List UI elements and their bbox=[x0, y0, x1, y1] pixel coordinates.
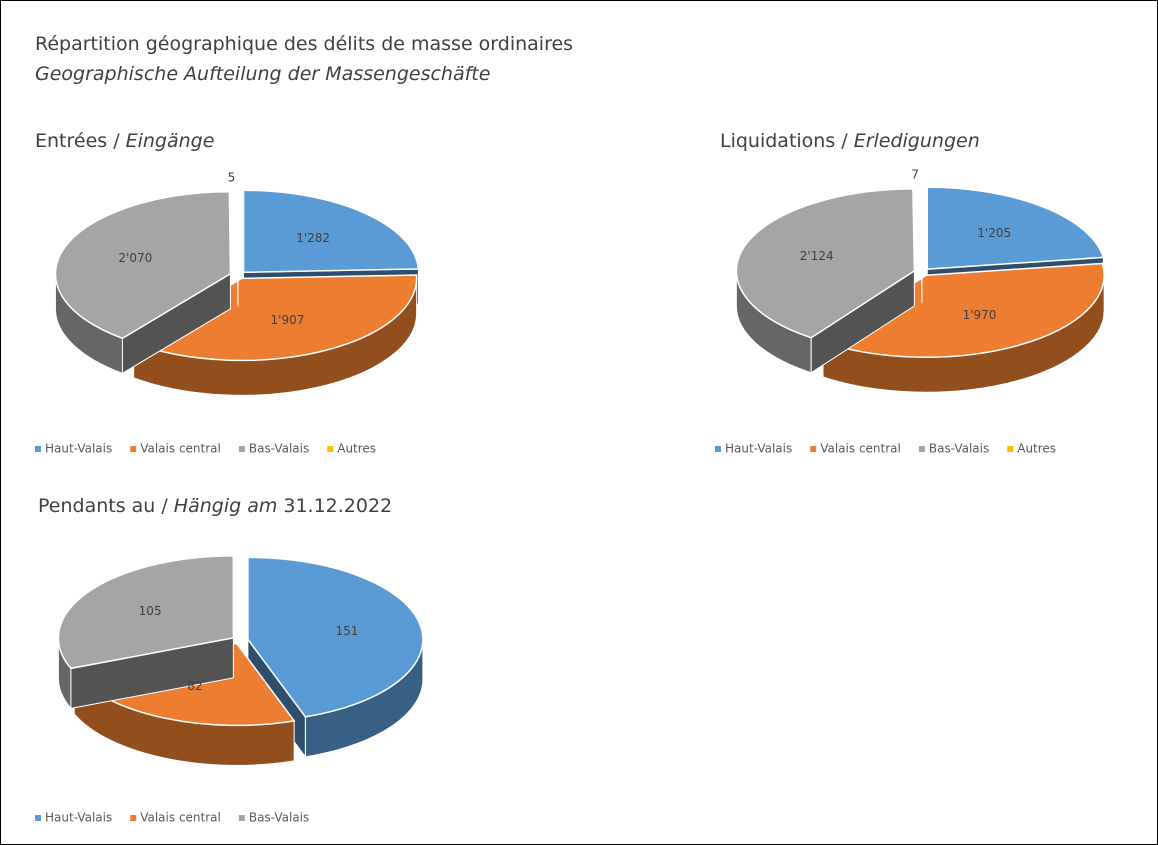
chart-title-part: 31.12.2022 bbox=[283, 495, 392, 517]
legend-label: Haut-Valais bbox=[45, 811, 112, 825]
pie-slice bbox=[821, 262, 1105, 393]
pie-slice bbox=[54, 191, 232, 375]
slice-top bbox=[57, 555, 235, 670]
legend-swatch bbox=[810, 446, 817, 452]
legend-label: Autres bbox=[337, 442, 376, 456]
data-label: 1'282 bbox=[296, 231, 330, 245]
legend-label: Valais central bbox=[140, 442, 221, 456]
legend-swatch bbox=[130, 446, 137, 452]
data-label: 151 bbox=[336, 624, 359, 638]
data-label: 7 bbox=[911, 168, 919, 182]
chart-title: Pendants au / Hängig am 31.12.2022 bbox=[38, 495, 392, 517]
data-label: 105 bbox=[139, 604, 162, 618]
page-subtitle: Geographische Aufteilung der Massengesch… bbox=[35, 63, 490, 85]
legend-label: Bas-Valais bbox=[929, 442, 989, 456]
pie-slice bbox=[57, 555, 235, 710]
legend-label: Bas-Valais bbox=[249, 442, 309, 456]
legend-label: Bas-Valais bbox=[249, 811, 309, 825]
slice-top bbox=[236, 188, 239, 272]
legend-swatch bbox=[238, 446, 245, 452]
chart-title-part: Entrées / bbox=[35, 130, 120, 152]
legend-label: Haut-Valais bbox=[45, 442, 112, 456]
pie-slice bbox=[131, 274, 418, 396]
pie-slice bbox=[919, 185, 923, 304]
legend-swatch bbox=[715, 446, 721, 452]
chart-title-part: Erledigungen bbox=[854, 130, 980, 152]
slice-top bbox=[242, 189, 420, 274]
slice-top bbox=[821, 262, 1105, 358]
chart-title-part: Liquidations / bbox=[720, 130, 848, 152]
data-label: 2'070 bbox=[118, 251, 152, 265]
legend-swatch bbox=[35, 446, 41, 452]
pie-slice bbox=[735, 188, 916, 374]
chart-title-part: Eingänge bbox=[126, 130, 215, 152]
data-label: 82 bbox=[187, 679, 202, 693]
data-label: 2'124 bbox=[800, 249, 834, 263]
data-label: 5 bbox=[228, 171, 236, 185]
legend-swatch bbox=[238, 815, 245, 821]
legend-label: Valais central bbox=[820, 442, 901, 456]
chart-title-part: Pendants au / bbox=[38, 495, 168, 517]
data-label: 1'907 bbox=[271, 313, 305, 327]
legend-swatch bbox=[327, 446, 334, 452]
legend-swatch bbox=[35, 815, 41, 821]
chart-title: Entrées / Eingänge bbox=[35, 130, 214, 152]
slice-top bbox=[919, 185, 923, 269]
legend-label: Haut-Valais bbox=[725, 442, 792, 456]
legend-label: Valais central bbox=[140, 811, 221, 825]
pie-slice bbox=[236, 188, 239, 307]
data-label: 1'970 bbox=[963, 308, 997, 322]
slice-top bbox=[247, 556, 424, 718]
slice-top bbox=[131, 274, 418, 362]
chart-title-part: Hängig am bbox=[174, 495, 278, 517]
page-title: Répartition géographique des délits de m… bbox=[35, 33, 573, 55]
slice-top bbox=[54, 191, 232, 340]
legend-label: Autres bbox=[1017, 442, 1056, 456]
legend-swatch bbox=[130, 815, 137, 821]
slice-top bbox=[735, 188, 916, 339]
slice-top bbox=[926, 186, 1105, 270]
legend-swatch bbox=[1007, 446, 1014, 452]
legend-swatch bbox=[918, 446, 925, 452]
data-label: 1'205 bbox=[977, 226, 1011, 240]
chart-title: Liquidations / Erledigungen bbox=[720, 130, 980, 152]
